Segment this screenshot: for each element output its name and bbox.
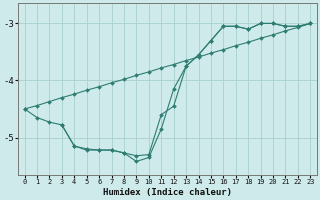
X-axis label: Humidex (Indice chaleur): Humidex (Indice chaleur) bbox=[103, 188, 232, 197]
